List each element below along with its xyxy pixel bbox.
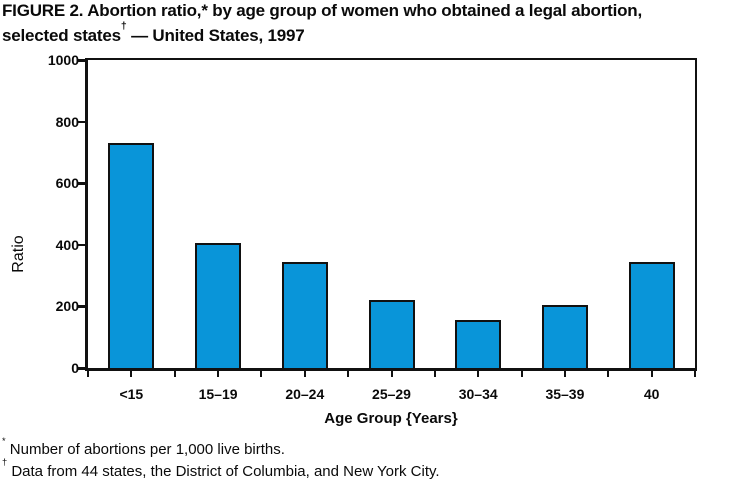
y-tick-label: 600: [0, 174, 79, 192]
dagger-footnote-marker: †: [121, 20, 127, 32]
dagger-footnote-marker-2: †: [2, 457, 7, 467]
footnote-dagger-text: Data from 44 states, the District of Col…: [7, 463, 439, 480]
figure-title-line1: FIGURE 2. Abortion ratio,* by age group …: [2, 1, 642, 20]
asterisk-footnote-marker: *: [2, 436, 6, 446]
x-axis-tick: [260, 371, 262, 377]
x-axis-tick: [651, 371, 653, 377]
bar-15–19: [195, 243, 241, 368]
bar-25–29: [369, 300, 415, 368]
x-tick-label: 35–39: [521, 386, 609, 402]
bar-20–24: [282, 262, 328, 368]
bar-40: [629, 262, 675, 368]
x-axis-tick: [130, 371, 132, 377]
y-tick-label: 400: [0, 236, 79, 254]
bar-30–34: [455, 320, 501, 368]
x-axis-tick: [87, 371, 89, 377]
x-axis-tick: [304, 371, 306, 377]
x-axis-tick: [564, 371, 566, 377]
x-tick-label: 40: [608, 386, 696, 402]
figure-title-line2: selected states† — United States, 1997: [2, 26, 305, 45]
x-axis-title: Age Group {Years}: [85, 410, 697, 427]
figure-title-line2-rest: — United States, 1997: [127, 26, 305, 45]
footnote-asterisk-text: Number of abortions per 1,000 live birth…: [6, 441, 285, 458]
footnote-dagger: † Data from 44 states, the District of C…: [2, 459, 742, 480]
x-tick-label: 20–24: [261, 386, 349, 402]
figure-title: FIGURE 2. Abortion ratio,* by age group …: [2, 1, 748, 46]
x-tick-label: 30–34: [434, 386, 522, 402]
footnotes: * Number of abortions per 1,000 live bir…: [2, 437, 742, 480]
x-axis-tick: [477, 371, 479, 377]
x-axis-tick: [694, 371, 696, 377]
bar-<15: [108, 143, 154, 368]
x-axis-tick: [217, 371, 219, 377]
x-axis-tick: [174, 371, 176, 377]
x-tick-label: 15–19: [174, 386, 262, 402]
y-tick-label: 1000: [0, 51, 79, 69]
y-axis-title: Ratio: [10, 222, 28, 286]
plot-area: [85, 58, 697, 371]
bar-35–39: [542, 305, 588, 368]
x-axis-tick: [391, 371, 393, 377]
y-tick-label: 200: [0, 297, 79, 315]
x-axis-tick: [347, 371, 349, 377]
y-tick-label: 800: [0, 113, 79, 131]
figure-title-line2-text: selected states: [2, 26, 121, 45]
x-axis-tick: [607, 371, 609, 377]
x-axis-tick: [434, 371, 436, 377]
footnote-asterisk: * Number of abortions per 1,000 live bir…: [2, 437, 742, 459]
x-tick-label: 25–29: [348, 386, 436, 402]
x-tick-label: <15: [87, 386, 175, 402]
x-axis-tick: [521, 371, 523, 377]
y-tick-label: 0: [0, 359, 79, 377]
